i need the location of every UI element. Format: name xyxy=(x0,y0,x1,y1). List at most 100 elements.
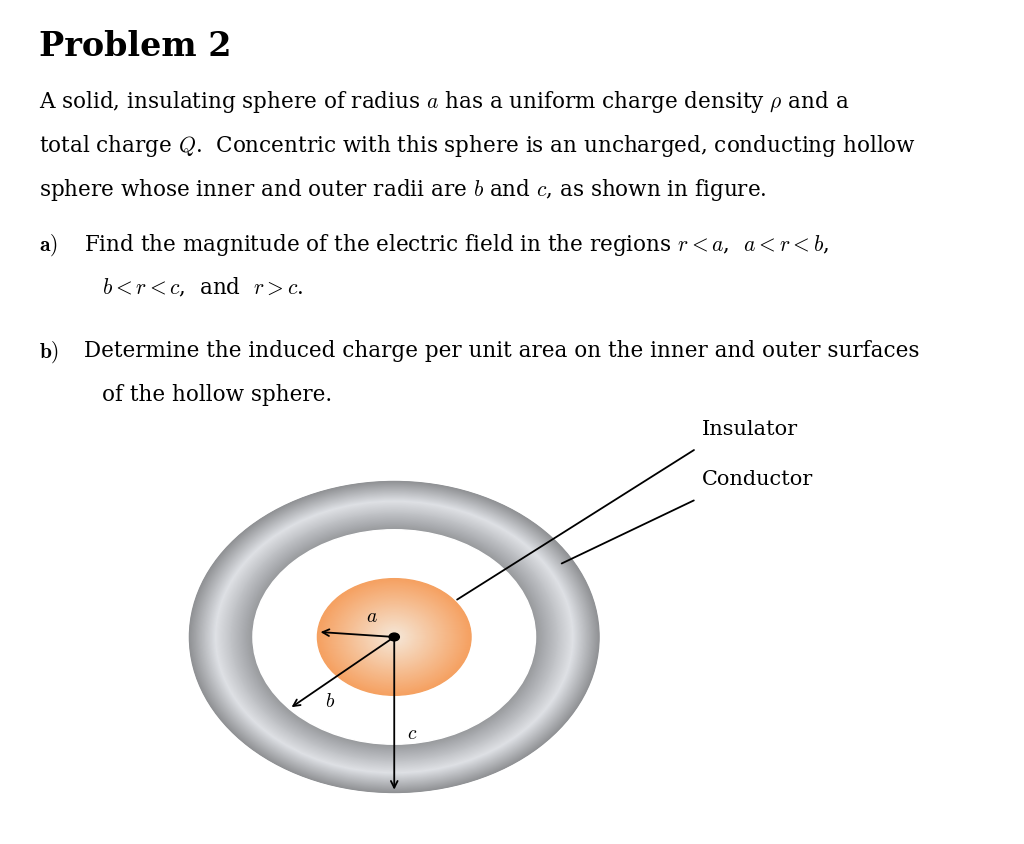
Ellipse shape xyxy=(215,501,573,773)
Ellipse shape xyxy=(209,496,580,778)
Ellipse shape xyxy=(371,619,418,655)
Ellipse shape xyxy=(250,528,539,746)
Ellipse shape xyxy=(244,522,545,752)
Ellipse shape xyxy=(241,521,548,754)
Ellipse shape xyxy=(239,520,550,755)
Ellipse shape xyxy=(243,522,546,752)
Ellipse shape xyxy=(361,612,427,663)
Ellipse shape xyxy=(232,514,556,760)
Ellipse shape xyxy=(201,491,588,783)
Ellipse shape xyxy=(326,585,463,690)
Ellipse shape xyxy=(332,590,457,684)
Ellipse shape xyxy=(377,624,412,651)
Ellipse shape xyxy=(219,505,569,770)
Text: Conductor: Conductor xyxy=(701,470,813,489)
Ellipse shape xyxy=(382,628,407,647)
Ellipse shape xyxy=(245,524,544,750)
Ellipse shape xyxy=(218,504,570,771)
Ellipse shape xyxy=(247,526,542,749)
Ellipse shape xyxy=(209,497,580,777)
Ellipse shape xyxy=(245,523,544,751)
Ellipse shape xyxy=(347,602,441,673)
Ellipse shape xyxy=(242,521,547,754)
Text: $b$: $b$ xyxy=(326,692,335,710)
Ellipse shape xyxy=(193,484,596,791)
Ellipse shape xyxy=(219,504,569,771)
Ellipse shape xyxy=(385,630,403,644)
Ellipse shape xyxy=(216,501,572,773)
Ellipse shape xyxy=(252,529,537,745)
Ellipse shape xyxy=(240,520,549,755)
Ellipse shape xyxy=(214,500,574,774)
Ellipse shape xyxy=(230,512,558,762)
Ellipse shape xyxy=(365,614,424,660)
Ellipse shape xyxy=(336,593,453,681)
Ellipse shape xyxy=(206,494,583,781)
Ellipse shape xyxy=(230,513,558,761)
Ellipse shape xyxy=(330,588,459,686)
Ellipse shape xyxy=(232,515,556,760)
Ellipse shape xyxy=(205,493,584,782)
Ellipse shape xyxy=(233,516,555,759)
Ellipse shape xyxy=(213,500,575,774)
Ellipse shape xyxy=(327,587,462,688)
Ellipse shape xyxy=(317,579,471,695)
Text: Insulator: Insulator xyxy=(701,419,798,438)
Ellipse shape xyxy=(372,620,417,654)
Ellipse shape xyxy=(366,616,423,658)
Ellipse shape xyxy=(240,521,549,754)
Ellipse shape xyxy=(222,506,566,768)
Ellipse shape xyxy=(203,492,586,782)
Ellipse shape xyxy=(389,634,399,641)
Ellipse shape xyxy=(392,636,396,639)
Ellipse shape xyxy=(231,513,557,761)
Ellipse shape xyxy=(252,530,537,744)
Ellipse shape xyxy=(253,530,536,744)
Ellipse shape xyxy=(341,597,447,678)
Ellipse shape xyxy=(190,483,598,792)
Ellipse shape xyxy=(358,610,430,664)
Ellipse shape xyxy=(242,522,547,753)
Ellipse shape xyxy=(246,524,543,750)
Ellipse shape xyxy=(206,495,583,780)
Ellipse shape xyxy=(337,593,452,681)
Ellipse shape xyxy=(225,510,563,765)
Ellipse shape xyxy=(348,603,440,672)
Text: $a$: $a$ xyxy=(367,607,378,625)
Ellipse shape xyxy=(333,591,456,684)
Ellipse shape xyxy=(357,609,431,665)
Ellipse shape xyxy=(231,514,557,760)
Ellipse shape xyxy=(216,502,572,772)
Ellipse shape xyxy=(205,494,584,781)
Text: $c$: $c$ xyxy=(407,724,417,743)
Ellipse shape xyxy=(374,622,415,652)
Ellipse shape xyxy=(393,636,395,638)
Ellipse shape xyxy=(200,490,589,785)
Ellipse shape xyxy=(224,508,564,766)
Ellipse shape xyxy=(244,523,545,751)
Ellipse shape xyxy=(387,632,401,642)
Ellipse shape xyxy=(234,517,554,758)
Text: sphere whose inner and outer radii are $b$ and $c$, as shown in figure.: sphere whose inner and outer radii are $… xyxy=(39,176,767,203)
Ellipse shape xyxy=(211,498,578,776)
Ellipse shape xyxy=(204,493,585,782)
Ellipse shape xyxy=(343,598,445,676)
Ellipse shape xyxy=(223,508,565,766)
Ellipse shape xyxy=(197,488,592,787)
Ellipse shape xyxy=(368,617,421,657)
Ellipse shape xyxy=(331,589,458,685)
Ellipse shape xyxy=(237,518,552,756)
Ellipse shape xyxy=(344,599,444,675)
Ellipse shape xyxy=(203,492,586,782)
Ellipse shape xyxy=(238,519,551,755)
Ellipse shape xyxy=(221,506,567,768)
Ellipse shape xyxy=(217,503,571,771)
Ellipse shape xyxy=(195,485,594,789)
Ellipse shape xyxy=(248,526,541,749)
Ellipse shape xyxy=(381,627,408,647)
Ellipse shape xyxy=(234,516,554,759)
Text: $\mathbf{a)}$: $\mathbf{a)}$ xyxy=(39,232,57,257)
Ellipse shape xyxy=(189,482,599,793)
Ellipse shape xyxy=(208,496,581,778)
Ellipse shape xyxy=(340,596,449,679)
